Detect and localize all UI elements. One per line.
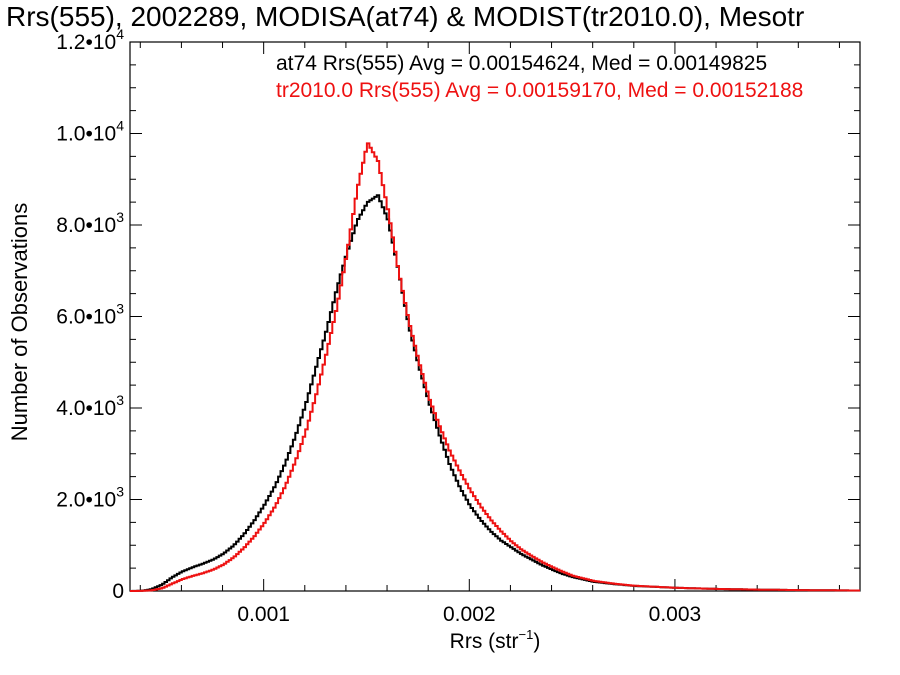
x-axis-label: Rrs (str−1) <box>450 627 541 653</box>
y-tick-label: 1.2•104 <box>56 26 124 54</box>
y-axis-label: Number of Observations <box>7 203 32 441</box>
y-tick-label: 2.0•103 <box>56 484 124 512</box>
plot-frame <box>129 41 861 592</box>
x-tick-label: 0.002 <box>443 603 496 626</box>
y-tick-label: 6.0•103 <box>56 301 124 329</box>
series-line-at74 <box>130 194 860 592</box>
y-axis-ticks: 0 2.0•103 4.0•103 6.0•103 8.0•103 1.0•104 1.2•… <box>56 26 860 603</box>
y-tick-label: 1.0•104 <box>56 118 124 146</box>
x-axis-label-main: Rrs (str <box>450 630 519 653</box>
x-axis-label-superscript: −1 <box>519 627 534 642</box>
y-tick-label: 4.0•103 <box>56 392 124 420</box>
x-axis-label-close: ) <box>533 630 540 653</box>
y-tick-label: 0 <box>112 580 124 603</box>
chart-title: Rrs(555), 2002289, MODISA(at74) & MODIST… <box>6 1 804 32</box>
plot-axes <box>129 41 861 592</box>
series-line-tr2010.0 <box>130 142 860 592</box>
legend-entry-tr2010: tr2010.0 Rrs(555) Avg = 0.00159170, Med … <box>276 79 803 102</box>
x-axis-ticks: 0.001 0.002 0.003 <box>139 42 840 626</box>
x-tick-label: 0.003 <box>649 603 702 626</box>
series-group <box>130 142 860 592</box>
y-tick-label: 8.0•103 <box>56 209 124 237</box>
legend-entry-at74: at74 Rrs(555) Avg = 0.00154624, Med = 0.… <box>276 52 767 75</box>
x-tick-label: 0.001 <box>237 603 290 626</box>
